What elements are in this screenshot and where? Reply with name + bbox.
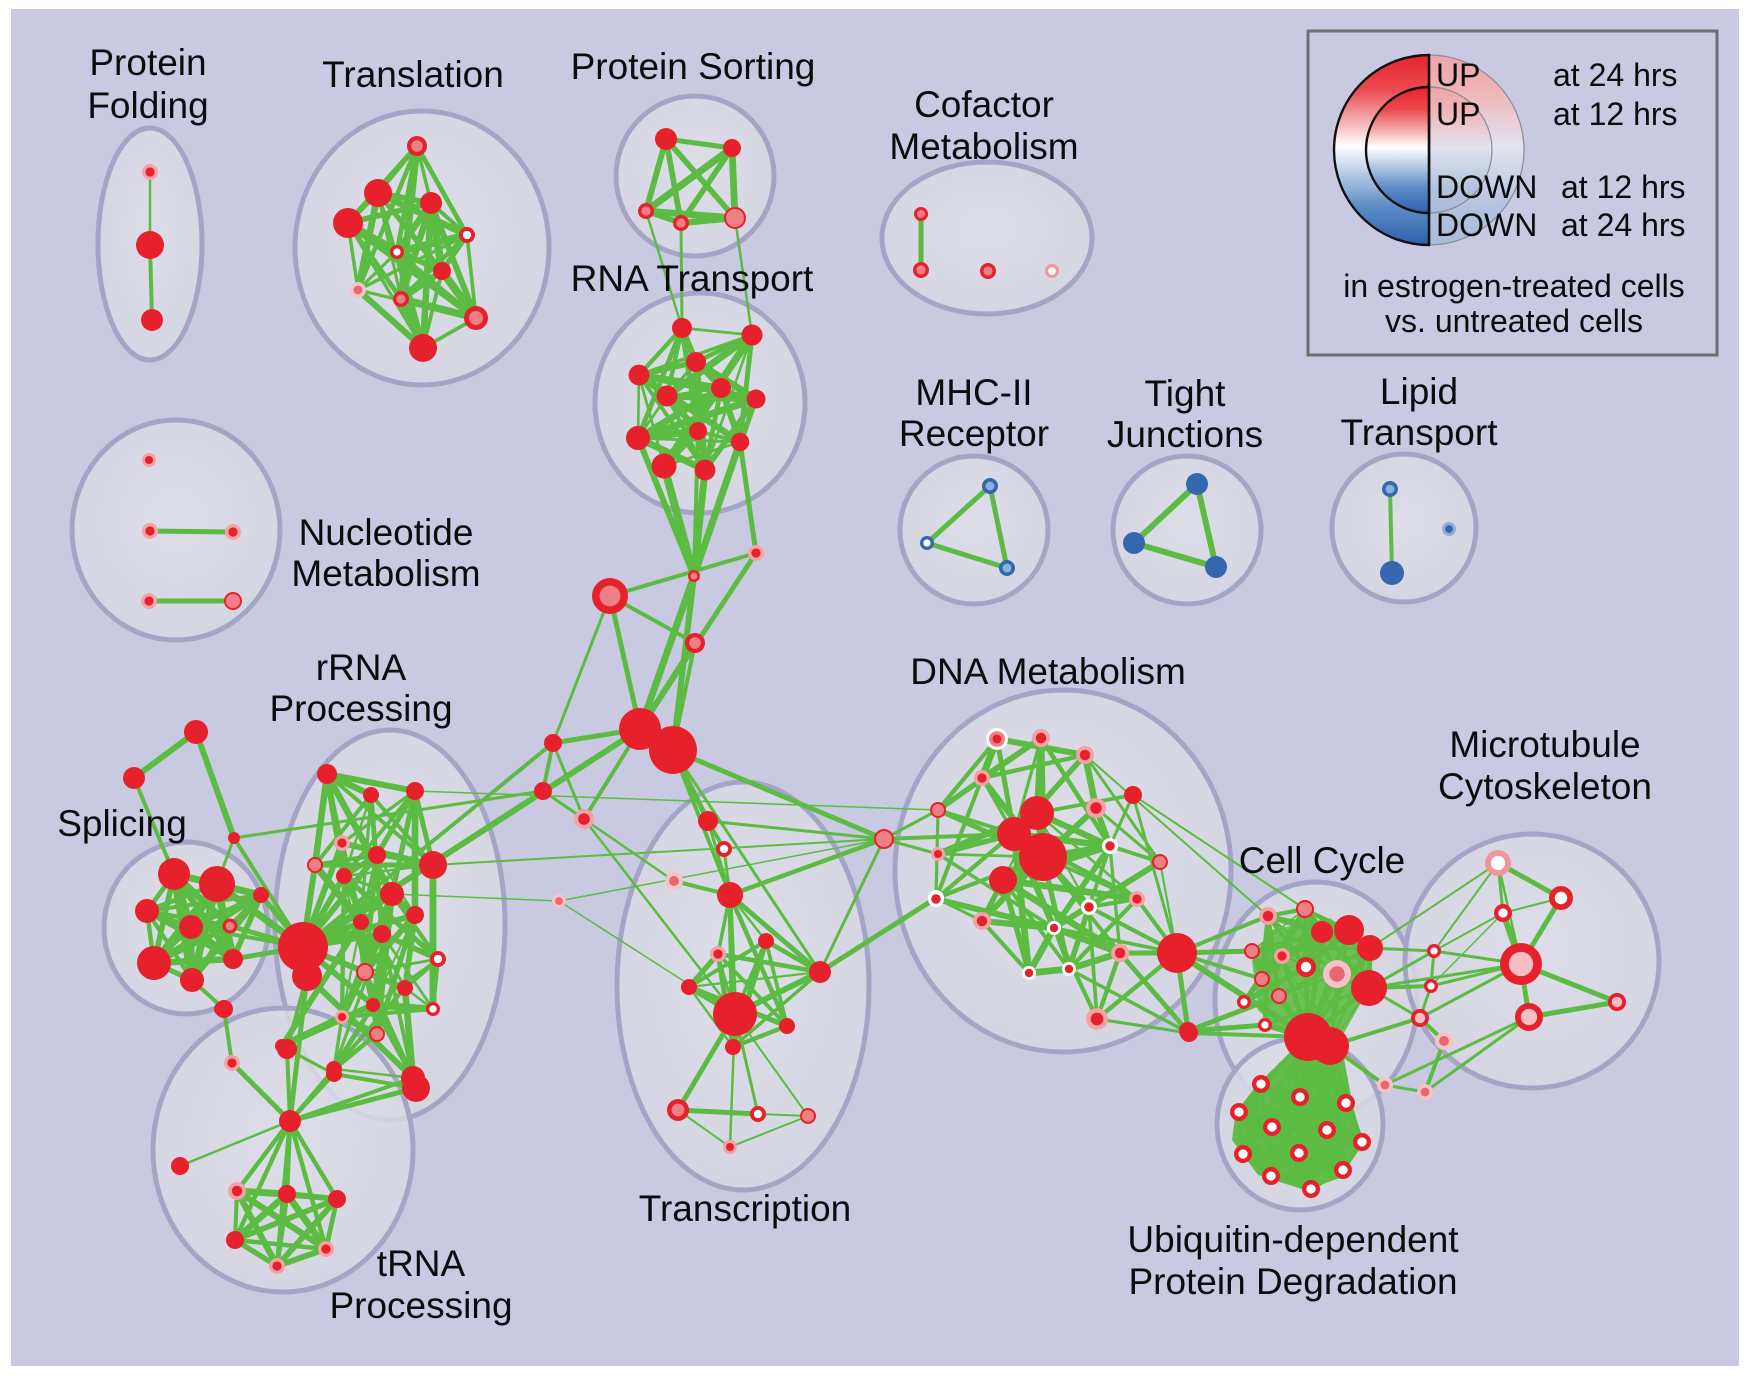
svg-text:Folding: Folding [87,85,208,126]
svg-text:at 24 hrs: at 24 hrs [1561,207,1686,243]
svg-text:Metabolism: Metabolism [889,126,1078,167]
svg-text:Metabolism: Metabolism [291,553,480,594]
svg-text:DOWN: DOWN [1436,169,1537,205]
svg-text:UP: UP [1436,57,1480,93]
svg-text:Cofactor: Cofactor [914,84,1054,125]
svg-text:Junctions: Junctions [1107,414,1263,455]
svg-text:DOWN: DOWN [1436,207,1537,243]
svg-text:Receptor: Receptor [899,413,1049,454]
svg-text:Transport: Transport [1341,412,1499,453]
svg-text:Cytoskeleton: Cytoskeleton [1438,766,1652,807]
svg-text:Protein: Protein [89,42,206,83]
svg-text:rRNA: rRNA [316,647,407,688]
svg-text:tRNA: tRNA [377,1243,466,1284]
svg-text:Processing: Processing [329,1285,512,1326]
svg-text:Ubiquitin-dependent: Ubiquitin-dependent [1127,1219,1459,1260]
svg-text:Splicing: Splicing [57,803,187,844]
svg-text:Cell Cycle: Cell Cycle [1239,840,1406,881]
svg-text:Lipid: Lipid [1380,371,1458,412]
svg-text:DNA Metabolism: DNA Metabolism [910,651,1186,692]
svg-text:vs. untreated cells: vs. untreated cells [1385,303,1643,339]
svg-text:Translation: Translation [322,54,504,95]
svg-text:Protein Degradation: Protein Degradation [1128,1261,1457,1302]
svg-text:Processing: Processing [269,688,452,729]
svg-text:UP: UP [1436,96,1480,132]
svg-text:Tight: Tight [1145,373,1227,414]
svg-text:in estrogen-treated cells: in estrogen-treated cells [1343,268,1685,304]
svg-text:at 12 hrs: at 12 hrs [1553,96,1678,132]
svg-text:at 24 hrs: at 24 hrs [1553,57,1678,93]
svg-text:at 12 hrs: at 12 hrs [1561,169,1686,205]
svg-text:Microtubule: Microtubule [1449,724,1640,765]
svg-text:Nucleotide: Nucleotide [299,512,474,553]
svg-text:Protein Sorting: Protein Sorting [571,46,816,87]
svg-text:Transcription: Transcription [639,1188,851,1229]
svg-text:MHC-II: MHC-II [915,372,1032,413]
svg-text:RNA Transport: RNA Transport [571,258,814,299]
